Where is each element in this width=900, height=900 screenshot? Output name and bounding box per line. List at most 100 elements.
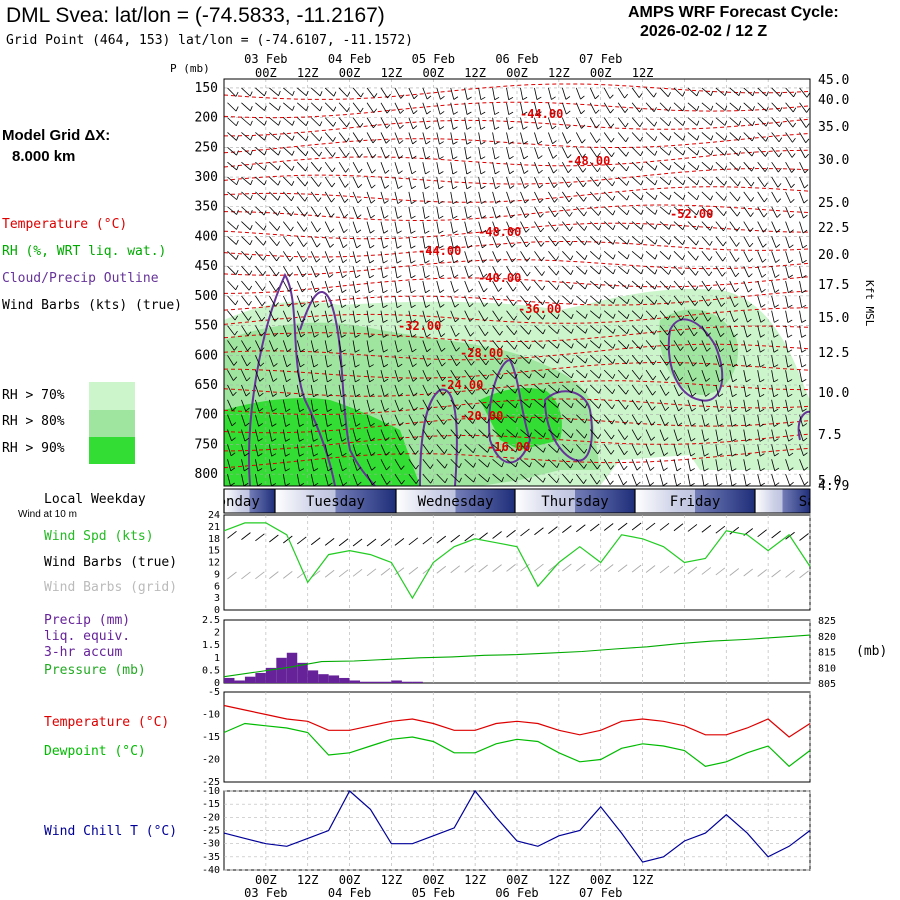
wind-barb-flag (411, 304, 416, 308)
wind-barb-flag (452, 215, 458, 219)
wind-barb (450, 355, 457, 366)
wind-barb-flag (372, 138, 377, 144)
wind-barb-flag (570, 270, 574, 275)
wind-barb (659, 444, 665, 456)
wind-barb-flag (400, 451, 405, 456)
wind-barb (352, 459, 358, 471)
wind-barb-flag (759, 364, 765, 368)
grid-wind-barb (799, 570, 809, 579)
wind-barb (255, 340, 262, 352)
wind-barb-flag (624, 108, 629, 113)
wind-barb-flag (287, 318, 293, 323)
wind-barb (771, 429, 775, 442)
wind-barb (659, 474, 664, 486)
wind-barb-flag (424, 245, 430, 249)
grid-wind-barb (785, 570, 795, 578)
wind-barb-flag (599, 298, 602, 304)
wind-barb-flag (250, 135, 253, 141)
wind-barb (296, 384, 301, 397)
wind-barb-flag (759, 408, 765, 413)
wind-barb-flag (318, 151, 323, 157)
wind-barb (701, 221, 711, 231)
wind-barb-flag (598, 418, 602, 424)
wind-barb (673, 221, 684, 230)
wind-barb (548, 458, 558, 468)
wind-barb-flag (804, 153, 809, 159)
wind-barb (771, 384, 775, 397)
wind-barb-flag (458, 463, 462, 468)
wind-barb-flag (597, 449, 601, 455)
wind-barb (394, 236, 398, 249)
wind-barb-flag (452, 171, 458, 175)
wind-barb-flag (497, 258, 502, 263)
wind-barb-flag (258, 423, 263, 427)
wind-barb (255, 236, 264, 246)
surface-wind-barb (241, 532, 251, 540)
wind-barb (324, 176, 333, 188)
wind-barb-flag (566, 139, 572, 144)
wind-barb (296, 414, 300, 427)
y-tick-label: -15 (202, 732, 220, 743)
wind-barb-flag (278, 105, 281, 111)
wind-barb-flag (696, 105, 700, 111)
wind-barb-flag (314, 334, 319, 338)
surface-wind-barb (562, 525, 572, 533)
wind-barb-flag (369, 408, 375, 412)
wind-barb-flag (528, 344, 532, 350)
wind-barb (673, 459, 678, 471)
wind-barb (366, 236, 371, 249)
wind-barb (324, 399, 328, 412)
wind-barb-flag (668, 165, 672, 171)
wind-barb-flag (599, 284, 602, 289)
wind-barb-flag (752, 106, 755, 111)
wind-barb (408, 251, 412, 264)
wind-barb-flag (760, 319, 766, 323)
wind-barb-flag (626, 254, 630, 260)
wind-barb (408, 473, 417, 484)
wind-barb-flag (341, 289, 347, 293)
wind-barb (324, 429, 328, 442)
wind-barb (715, 176, 725, 186)
wind-barb-flag (610, 450, 615, 455)
wind-barb-flag (496, 244, 502, 248)
wind-barb (715, 265, 723, 277)
precip-bar (391, 680, 402, 683)
wind-barb-flag (543, 432, 546, 438)
wind-barb-flag (690, 438, 696, 442)
wind-barb (548, 340, 558, 349)
wind-barb-flag (640, 180, 644, 186)
wind-barb-flag (439, 141, 444, 145)
wind-barb (422, 369, 429, 382)
wind-barb (520, 310, 529, 321)
wind-barb (603, 473, 611, 485)
wind-barb (757, 147, 766, 157)
surface-wind-barb (283, 535, 293, 544)
wind-barb (464, 384, 473, 395)
wind-barb (576, 414, 586, 424)
wind-barb (743, 355, 747, 368)
wind-barb-flag (638, 420, 642, 426)
top-date-label: 06 Feb (495, 52, 538, 66)
wind-barb (757, 355, 761, 368)
wind-barb (576, 221, 585, 231)
wind-barb-flag (745, 393, 751, 398)
wind-barb-flag (515, 403, 518, 409)
wind-barb-flag (342, 259, 348, 264)
wind-barb (268, 340, 275, 352)
wind-barb-flag (776, 213, 781, 218)
wind-barb (422, 206, 426, 219)
wind-barb (352, 147, 360, 158)
wind-barb-flag (680, 331, 685, 336)
grid-wind-barb (687, 566, 698, 575)
wind-barb (283, 147, 293, 156)
wind-barb-flag (264, 165, 267, 171)
wind-barb (575, 147, 583, 158)
wind-barb (366, 295, 370, 308)
wind-barb-flag (667, 92, 671, 97)
wind-barb (436, 458, 446, 469)
wind-barb (548, 354, 558, 364)
wind-barb-flag (801, 334, 807, 338)
wind-barb (715, 384, 720, 397)
wind-barb (296, 87, 307, 97)
wind-barb-flag (415, 479, 420, 484)
